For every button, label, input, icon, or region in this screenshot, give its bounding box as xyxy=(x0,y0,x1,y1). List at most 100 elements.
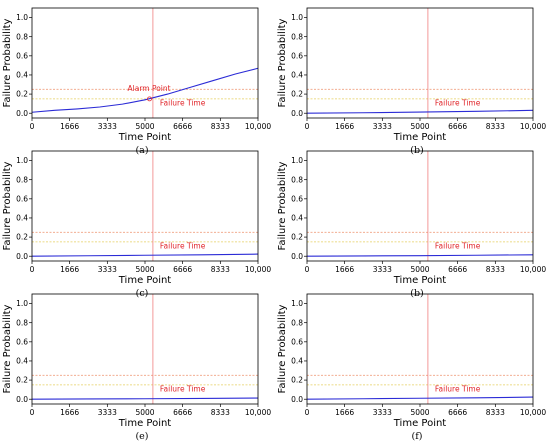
failure-time-label: Failure Time xyxy=(160,99,206,108)
axes-frame xyxy=(306,150,534,262)
y-tick-label: 1.0 xyxy=(16,299,28,308)
y-tick-label: 0.4 xyxy=(291,357,303,366)
x-tick-label: 0 xyxy=(305,122,310,131)
x-axis-label: Time Point xyxy=(393,418,447,429)
y-axis-label: Failure Probability xyxy=(277,18,288,107)
y-tick-label: 1.0 xyxy=(16,13,28,22)
probability-curve xyxy=(306,109,534,114)
x-tick-label: 3333 xyxy=(98,265,117,274)
x-axis-label: Time Point xyxy=(118,132,172,143)
y-axis-label: Failure Probability xyxy=(277,161,288,250)
y-tick-label: 0.8 xyxy=(291,175,303,184)
y-tick-label: 0.2 xyxy=(291,233,303,242)
y-tick-label: 0.0 xyxy=(16,109,28,118)
y-axis-label: Failure Probability xyxy=(2,304,13,393)
y-tick-label: 0.2 xyxy=(291,90,303,99)
failure-time-label: Failure Time xyxy=(435,99,481,108)
panel-caption: (a) xyxy=(135,145,148,156)
y-tick-label: 0.8 xyxy=(16,175,28,184)
y-tick-label: 0.6 xyxy=(16,337,28,346)
x-tick-label: 8333 xyxy=(211,408,230,417)
y-tick-label: 0.4 xyxy=(291,214,303,223)
x-tick-label: 10,000 xyxy=(245,265,271,274)
y-tick-label: 0.8 xyxy=(291,318,303,327)
x-tick-label: 6666 xyxy=(173,408,192,417)
panel-caption: (e) xyxy=(135,431,148,442)
x-tick-label: 3333 xyxy=(373,265,392,274)
y-tick-label: 0.4 xyxy=(16,214,28,223)
y-tick-label: 0.8 xyxy=(16,32,28,41)
x-tick-label: 1666 xyxy=(60,265,79,274)
x-axis-label: Time Point xyxy=(393,275,447,286)
y-tick-label: 0.2 xyxy=(291,376,303,385)
x-tick-label: 0 xyxy=(305,408,310,417)
probability-curve xyxy=(31,67,259,113)
x-tick-label: 5000 xyxy=(410,122,429,131)
x-tick-label: 6666 xyxy=(448,408,467,417)
probability-curve xyxy=(31,253,259,257)
y-tick-label: 0.4 xyxy=(291,71,303,80)
axes-frame xyxy=(31,293,259,405)
chart-panel: Failure Time 0.0 0.2 0.4 0.6 0.8 1.0 0 1666 3333 5… xyxy=(277,150,546,299)
x-axis-label: Time Point xyxy=(393,132,447,143)
x-tick-label: 5000 xyxy=(410,408,429,417)
chart-panel: Failure Time 0.0 0.2 0.4 0.6 0.8 1.0 0 1666 3333 5… xyxy=(2,293,271,442)
panel-caption: (f) xyxy=(412,431,423,442)
x-tick-label: 1666 xyxy=(60,408,79,417)
y-tick-label: 0.6 xyxy=(291,194,303,203)
y-tick-label: 0.0 xyxy=(16,395,28,404)
x-tick-label: 8333 xyxy=(486,265,505,274)
x-tick-label: 5000 xyxy=(410,265,429,274)
y-axis-label: Failure Probability xyxy=(277,304,288,393)
x-tick-label: 0 xyxy=(305,265,310,274)
axes-frame xyxy=(306,293,534,405)
x-axis-label: Time Point xyxy=(118,418,172,429)
y-tick-label: 0.0 xyxy=(291,395,303,404)
x-tick-label: 8333 xyxy=(211,122,230,131)
x-tick-label: 1666 xyxy=(335,122,354,131)
x-tick-label: 10,000 xyxy=(245,122,271,131)
y-tick-label: 0.6 xyxy=(16,51,28,60)
y-tick-label: 0.2 xyxy=(16,233,28,242)
probability-curve xyxy=(306,396,534,400)
x-tick-label: 1666 xyxy=(335,265,354,274)
x-tick-label: 3333 xyxy=(98,408,117,417)
chart-panel: Failure Time 0.0 0.2 0.4 0.6 0.8 1.0 0 1666 3333 5… xyxy=(277,293,546,442)
y-tick-label: 1.0 xyxy=(291,13,303,22)
x-tick-label: 5000 xyxy=(135,265,154,274)
y-tick-label: 0.6 xyxy=(291,51,303,60)
axes-frame xyxy=(31,7,259,119)
y-tick-label: 0.2 xyxy=(16,376,28,385)
y-tick-label: 0.2 xyxy=(16,90,28,99)
failure-time-label: Failure Time xyxy=(435,385,481,394)
x-tick-label: 8333 xyxy=(486,122,505,131)
failure-time-label: Failure Time xyxy=(160,385,206,394)
probability-curve xyxy=(306,254,534,257)
x-tick-label: 10,000 xyxy=(520,122,546,131)
x-tick-label: 0 xyxy=(30,265,35,274)
y-tick-label: 0.8 xyxy=(16,318,28,327)
axes-frame xyxy=(306,7,534,119)
x-tick-label: 5000 xyxy=(135,122,154,131)
y-tick-label: 1.0 xyxy=(16,156,28,165)
y-tick-label: 0.6 xyxy=(16,194,28,203)
x-tick-label: 3333 xyxy=(373,122,392,131)
y-tick-label: 0.8 xyxy=(291,32,303,41)
x-tick-label: 10,000 xyxy=(245,408,271,417)
probability-curve xyxy=(31,397,259,400)
x-tick-label: 10,000 xyxy=(520,408,546,417)
chart-panel: Failure Time 0.0 0.2 0.4 0.6 0.8 1.0 0 1666 3333 5… xyxy=(2,150,271,299)
x-tick-label: 0 xyxy=(30,408,35,417)
x-axis-label: Time Point xyxy=(118,275,172,286)
x-tick-label: 5000 xyxy=(135,408,154,417)
alarm-point-label: Alarm Point xyxy=(128,84,171,93)
panel-caption: (b) xyxy=(410,288,424,299)
y-tick-label: 0.0 xyxy=(291,109,303,118)
x-tick-label: 3333 xyxy=(373,408,392,417)
chart-panel: Failure Time 0.0 0.2 0.4 0.6 0.8 1.0 0 1666 3333 5… xyxy=(277,7,546,156)
x-tick-label: 0 xyxy=(30,122,35,131)
y-axis-label: Failure Probability xyxy=(2,18,13,107)
x-tick-label: 1666 xyxy=(335,408,354,417)
y-tick-label: 1.0 xyxy=(291,299,303,308)
